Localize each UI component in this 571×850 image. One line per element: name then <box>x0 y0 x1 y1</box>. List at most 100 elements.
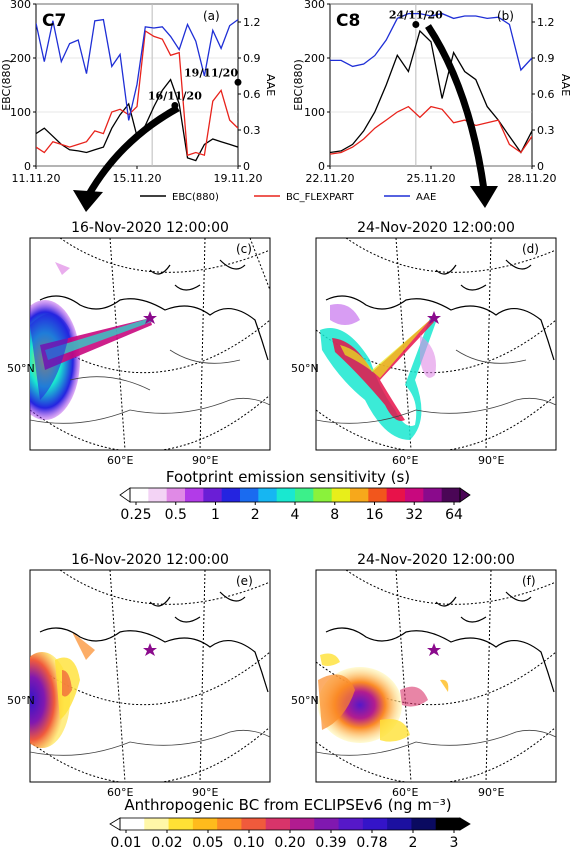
latitude-line <box>59 238 270 273</box>
latitude-label: 50°N <box>7 694 35 707</box>
colorbar-segment <box>435 818 461 830</box>
colorbar-segment <box>130 488 149 502</box>
y-tick-label: 200 <box>10 52 31 65</box>
latitude-label: 50°N <box>291 694 319 707</box>
map-panel-e: 16-Nov-2020 12:00:00 50°N 60°E 90°E (e) <box>7 552 271 799</box>
border-line <box>30 729 270 756</box>
annotation-date-label: 16/11/20 <box>148 90 202 103</box>
colorbar-segment <box>265 818 291 830</box>
y-axis-label-right: AAE <box>559 74 571 96</box>
y-tick-label: 200 <box>304 52 325 65</box>
colorbar-ticks: 0.25 0.5 1 2 4 8 16 32 64 <box>120 502 463 523</box>
colorbar-segments <box>119 487 471 503</box>
colorbar-extend-max <box>459 817 471 831</box>
colorbar-segment <box>314 818 339 830</box>
arrow-head-d <box>470 186 498 208</box>
coastline <box>39 295 269 361</box>
bc-concentration-field <box>440 679 449 692</box>
longitude-label: 90°E <box>192 454 218 467</box>
colorbar-tick-label: 0.39 <box>315 835 346 850</box>
x-tick-label: 15.11.20 <box>113 172 162 185</box>
colorbar-segment <box>166 488 186 502</box>
panel-label: (f) <box>522 574 536 588</box>
colorbar-tick-label: 2 <box>409 835 418 850</box>
bc-concentration-field <box>72 632 95 660</box>
station-marker-star <box>427 643 441 656</box>
legend-label-bc-flexpart: BC_FLEXPART <box>286 192 355 203</box>
latitude-line <box>345 238 556 273</box>
station-marker-star <box>143 643 157 656</box>
latitude-line <box>345 570 556 605</box>
map-panel-f: 24-Nov-2020 12:00:00 50°N 60°E 90°E (f) <box>291 552 557 799</box>
bc-concentration-field <box>318 674 355 730</box>
panel-label: (d) <box>522 242 539 256</box>
longitude-label: 60°E <box>392 786 418 799</box>
meridian-line <box>109 570 126 782</box>
y-tick-label: 100 <box>10 106 31 119</box>
colorbar-segment <box>276 488 296 502</box>
colorbar-tick-label: 0.25 <box>120 507 151 523</box>
annotation-marker <box>412 21 420 29</box>
latitude-line <box>316 394 556 450</box>
colorbar-tick-label: 0.5 <box>165 507 187 523</box>
arrow-head-c <box>73 190 103 212</box>
map-content <box>30 238 270 450</box>
legend: EBC(880) BC_FLEXPART AAE <box>140 192 436 203</box>
colorbar-label: Footprint emission sensitivity (s) <box>166 468 410 486</box>
map-panel-d: 24-Nov-2020 12:00:00 50°N 60°E 90°E (d) <box>291 220 557 467</box>
colorbar-segment <box>423 488 443 502</box>
colorbar-extend-max <box>459 487 471 503</box>
y-tick-label: 300 <box>10 0 31 11</box>
case-label: C8 <box>336 11 360 31</box>
colorbar-segment <box>144 818 169 830</box>
border-line <box>455 349 527 364</box>
x-tick-label: 28.11.20 <box>508 172 557 185</box>
border-line <box>316 729 556 756</box>
y-tick-label-right: 0 <box>243 160 250 173</box>
meridian-line <box>199 238 206 450</box>
y-tick-label: 300 <box>304 0 325 11</box>
bc-concentration-field <box>62 670 72 697</box>
footprint-plume <box>30 313 70 400</box>
y-tick-label-right: 0.6 <box>243 88 261 101</box>
legend-label-ebc: EBC(880) <box>172 192 219 203</box>
colorbar-segment <box>168 818 194 830</box>
panel-label: (c) <box>236 242 252 256</box>
colorbar-tick-label: 32 <box>405 507 423 523</box>
colorbar-segment <box>241 818 267 830</box>
arrow-to-panel-d <box>425 24 488 191</box>
meridian-line <box>485 238 492 450</box>
y-ticks-right: 0 0.3 0.6 0.9 1.2 <box>238 16 261 173</box>
latitude-label: 50°N <box>291 362 319 375</box>
y-tick-label-right: 1.2 <box>243 16 261 29</box>
y-axis-label-left: EBC(880) <box>292 59 305 111</box>
coastline <box>325 627 555 693</box>
coastline <box>435 259 532 291</box>
longitude-label: 60°E <box>107 454 133 467</box>
footprint-plume <box>420 335 436 378</box>
panel-label: (e) <box>236 574 253 588</box>
x-tick-label: 11.11.20 <box>12 172 61 185</box>
colorbar-tick-label: 64 <box>445 507 463 523</box>
colorbar-tick-label: 0.78 <box>356 835 387 850</box>
colorbar-tick-label: 4 <box>291 507 300 523</box>
colorbar-tick-label: 8 <box>330 507 339 523</box>
y-ticks-right: 0 0.3 0.6 0.9 1.2 <box>532 16 555 173</box>
station-marker-star <box>427 311 441 324</box>
x-tick-label: 25.11.20 <box>407 172 456 185</box>
annotation-date-label: 19/11/20 <box>184 66 238 79</box>
colorbar-tick-label: 3 <box>450 835 459 850</box>
bc-concentration-field <box>380 719 410 742</box>
y-tick-label: 0 <box>24 160 31 173</box>
panel-label: (a) <box>203 9 220 23</box>
series-group <box>330 12 532 155</box>
colorbar-segment <box>313 488 333 502</box>
colorbar-segment <box>148 488 168 502</box>
longitude-label: 90°E <box>478 786 504 799</box>
y-tick-label-right: 0.3 <box>537 124 555 137</box>
x-ticks: 22.11.20 25.11.20 28.11.20 <box>306 166 557 185</box>
meridian-line <box>395 570 412 782</box>
map-title: 24-Nov-2020 12:00:00 <box>357 220 515 236</box>
colorbar-segment <box>386 488 406 502</box>
colorbar-segment <box>295 488 314 502</box>
